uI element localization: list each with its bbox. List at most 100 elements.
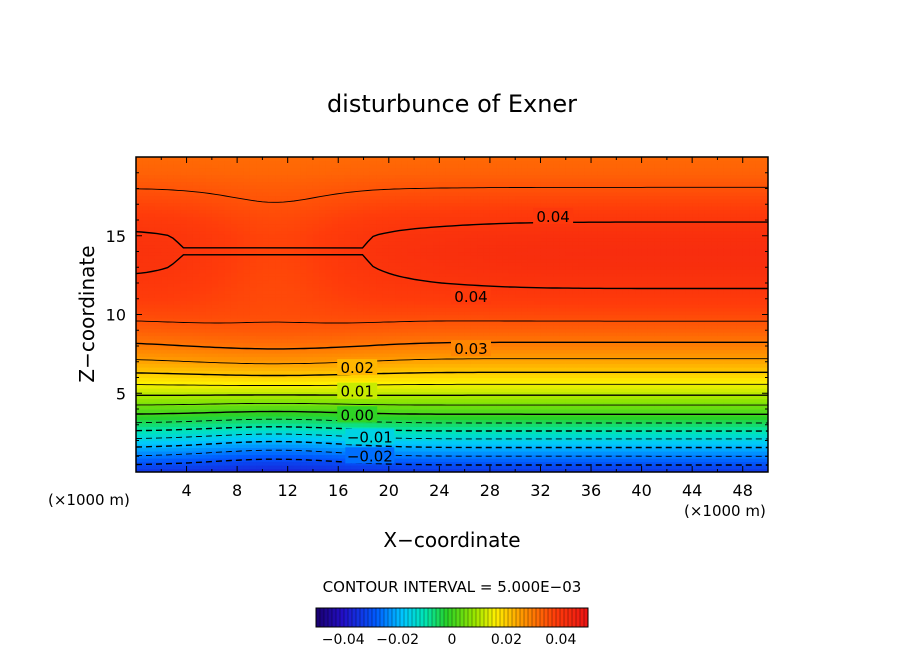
field-cell	[376, 468, 384, 472]
field-cell	[458, 199, 466, 204]
field-cell	[369, 262, 377, 267]
field-cell	[275, 454, 282, 459]
field-cell	[294, 468, 301, 472]
field-cell	[369, 174, 377, 179]
field-cell	[452, 248, 459, 253]
field-cell	[477, 328, 485, 333]
field-cell	[136, 227, 143, 232]
field-cell	[319, 160, 327, 165]
field-cell	[420, 157, 428, 162]
field-cell	[142, 244, 150, 249]
field-cell	[154, 272, 162, 277]
field-cell	[439, 297, 447, 302]
field-cell	[312, 216, 320, 221]
field-cell	[154, 171, 162, 176]
field-cell	[439, 174, 447, 179]
field-cell	[262, 311, 270, 316]
field-cell	[401, 433, 409, 438]
field-cell	[433, 167, 440, 172]
field-cell	[319, 174, 327, 179]
field-cell	[268, 188, 276, 193]
field-cell	[281, 248, 289, 253]
field-cell	[338, 244, 346, 249]
field-cell	[363, 265, 371, 270]
field-cell	[142, 360, 150, 365]
field-cell	[395, 262, 403, 267]
field-cell	[218, 360, 226, 365]
field-cell	[420, 202, 428, 207]
field-cell	[483, 335, 491, 340]
field-cell	[439, 202, 447, 207]
field-cell	[186, 227, 194, 232]
field-cell	[357, 255, 365, 260]
field-cell	[211, 370, 219, 375]
field-cell	[426, 262, 434, 267]
field-cell	[407, 244, 415, 249]
field-cell	[470, 209, 478, 214]
field-cell	[148, 283, 156, 288]
field-cell	[173, 314, 181, 319]
field-cell	[205, 363, 213, 368]
field-cell	[205, 237, 213, 242]
field-cell	[136, 325, 143, 330]
field-cell	[294, 332, 301, 337]
field-cell	[161, 262, 169, 267]
field-cell	[230, 370, 238, 375]
field-cell	[173, 384, 181, 389]
field-cell	[414, 234, 421, 239]
field-cell	[262, 160, 270, 165]
field-cell	[407, 384, 415, 389]
field-cell	[249, 395, 257, 400]
field-cell	[407, 377, 415, 382]
field-cell	[445, 402, 453, 407]
field-cell	[344, 290, 352, 295]
field-cell	[445, 209, 453, 214]
field-cell	[369, 444, 377, 449]
field-cell	[300, 307, 308, 312]
field-cell	[136, 444, 143, 449]
field-cell	[312, 377, 320, 382]
field-cell	[136, 164, 143, 169]
field-cell	[136, 216, 143, 221]
field-cell	[142, 262, 150, 267]
field-cell	[237, 237, 245, 242]
field-cell	[294, 202, 301, 207]
field-cell	[256, 342, 263, 347]
field-cell	[205, 405, 213, 410]
field-cell	[338, 283, 346, 288]
field-cell	[312, 447, 320, 452]
field-cell	[395, 391, 403, 396]
field-cell	[407, 321, 415, 326]
field-cell	[420, 398, 428, 403]
field-cell	[136, 447, 143, 452]
field-cell	[350, 335, 358, 340]
field-cell	[300, 342, 308, 347]
field-cell	[363, 209, 371, 214]
field-cell	[287, 258, 295, 263]
field-cell	[161, 164, 169, 169]
field-cell	[376, 230, 384, 235]
field-cell	[287, 437, 295, 442]
field-cell	[350, 461, 358, 466]
field-cell	[186, 157, 194, 162]
field-cell	[199, 272, 207, 277]
field-cell	[243, 430, 251, 435]
field-cell	[142, 318, 150, 323]
field-cell	[211, 367, 219, 372]
field-cell	[395, 272, 403, 277]
field-cell	[420, 426, 428, 431]
field-cell	[243, 248, 251, 253]
field-cell	[483, 405, 491, 410]
field-cell	[243, 174, 251, 179]
field-cell	[161, 307, 169, 312]
field-cell	[205, 244, 213, 249]
field-cell	[420, 402, 428, 407]
field-cell	[395, 297, 403, 302]
field-cell	[401, 293, 409, 298]
field-cell	[218, 363, 226, 368]
field-cell	[224, 454, 232, 459]
field-cell	[142, 419, 150, 424]
field-cell	[287, 220, 295, 225]
field-cell	[243, 395, 251, 400]
field-cell	[249, 248, 257, 253]
